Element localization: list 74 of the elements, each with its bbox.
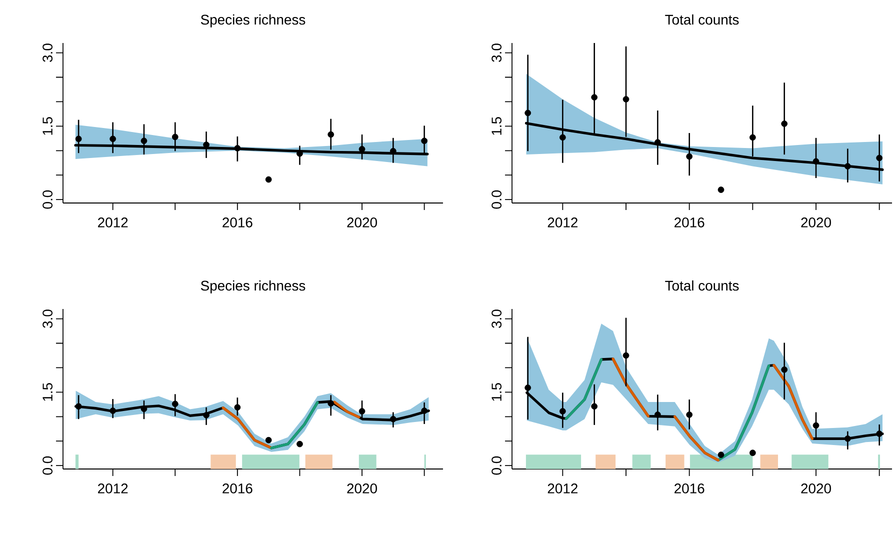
point bbox=[75, 136, 82, 142]
x-tick-label: 2012 bbox=[98, 484, 128, 494]
x-tick-label: 2012 bbox=[98, 218, 128, 228]
x-tick-label: 2020 bbox=[801, 484, 831, 494]
point bbox=[591, 403, 598, 410]
point bbox=[421, 408, 428, 414]
x-tick-label: 2020 bbox=[347, 484, 377, 494]
point bbox=[110, 408, 116, 414]
point bbox=[358, 408, 366, 414]
point bbox=[622, 96, 630, 102]
point bbox=[559, 408, 566, 414]
y-tick-label: 0.0 bbox=[492, 190, 502, 209]
point bbox=[390, 416, 396, 422]
point bbox=[812, 158, 820, 165]
point bbox=[622, 352, 630, 359]
x-tick-label: 2016 bbox=[222, 218, 252, 228]
y-tick-label: 1.5 bbox=[42, 117, 53, 135]
point bbox=[328, 131, 334, 138]
point bbox=[265, 176, 272, 183]
y-tick-label: 1.5 bbox=[42, 383, 53, 401]
y-tick-label: 1.5 bbox=[492, 117, 502, 135]
point bbox=[654, 139, 661, 146]
point bbox=[591, 94, 598, 100]
point bbox=[718, 186, 724, 193]
point bbox=[140, 406, 148, 412]
y-tick-label: 0.0 bbox=[42, 190, 53, 209]
chart-title: Species richness bbox=[200, 14, 306, 28]
point bbox=[844, 435, 851, 442]
point bbox=[718, 452, 724, 458]
y-tick-label: 3.0 bbox=[492, 310, 502, 328]
y-tick-label: 0.0 bbox=[492, 456, 502, 475]
point bbox=[358, 146, 366, 152]
point bbox=[203, 412, 210, 418]
point bbox=[172, 134, 178, 140]
point bbox=[265, 436, 272, 444]
point bbox=[749, 450, 756, 456]
chart-title: Species richness bbox=[200, 280, 306, 294]
x-tick-label: 2020 bbox=[347, 218, 377, 228]
point bbox=[524, 110, 532, 116]
point bbox=[234, 404, 241, 411]
x-tick-label: 2016 bbox=[674, 484, 704, 494]
point bbox=[75, 403, 82, 410]
y-tick-label: 3.0 bbox=[492, 44, 502, 62]
point bbox=[654, 412, 661, 418]
point bbox=[110, 136, 116, 142]
point bbox=[172, 400, 178, 408]
point bbox=[524, 384, 532, 391]
point bbox=[421, 138, 428, 144]
x-tick-label: 2020 bbox=[801, 218, 831, 228]
point bbox=[559, 134, 566, 141]
point bbox=[234, 145, 241, 152]
y-tick-label: 3.0 bbox=[42, 44, 53, 62]
point bbox=[876, 154, 883, 162]
y-tick-label: 0.0 bbox=[42, 456, 53, 475]
chart-title: Total counts bbox=[665, 280, 739, 291]
point bbox=[296, 440, 303, 448]
point bbox=[140, 138, 148, 144]
point bbox=[686, 412, 693, 418]
x-tick-label: 2016 bbox=[222, 484, 252, 494]
point bbox=[781, 120, 788, 127]
x-tick-label: 2012 bbox=[548, 484, 578, 494]
point bbox=[876, 430, 883, 437]
y-tick-label: 1.5 bbox=[492, 383, 502, 401]
point bbox=[328, 400, 334, 407]
point bbox=[781, 366, 788, 373]
x-tick-label: 2016 bbox=[674, 218, 704, 228]
point bbox=[844, 163, 851, 170]
point bbox=[749, 134, 756, 141]
chart-title: Total counts bbox=[665, 14, 739, 25]
point bbox=[686, 153, 693, 160]
x-tick-label: 2012 bbox=[548, 218, 578, 228]
point bbox=[812, 422, 820, 429]
y-tick-label: 3.0 bbox=[42, 310, 53, 328]
line-series bbox=[270, 401, 319, 450]
